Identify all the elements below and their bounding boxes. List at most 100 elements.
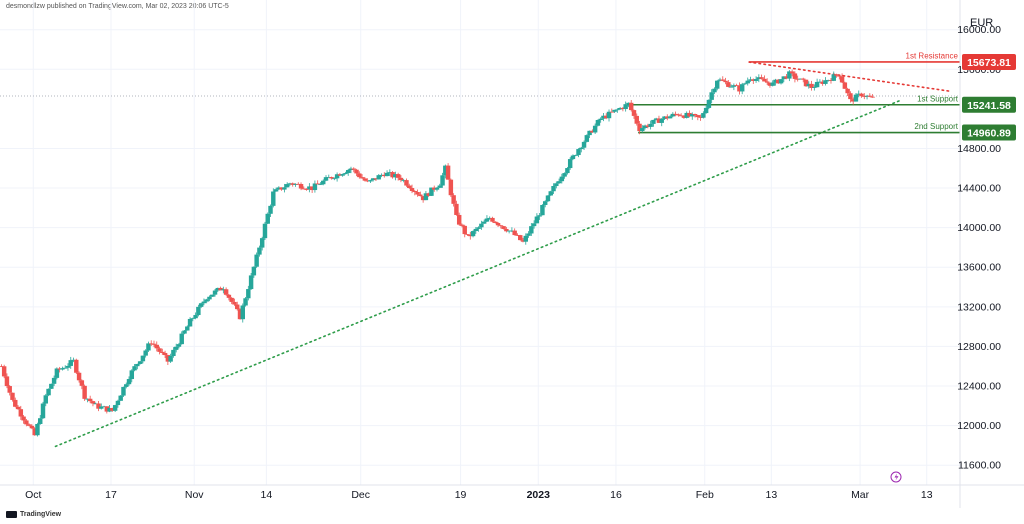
candle [850, 97, 856, 105]
candle [784, 74, 789, 80]
candle [556, 178, 562, 184]
candle [162, 350, 168, 358]
y-tick-label: 13200.00 [957, 301, 1001, 313]
candle [118, 395, 123, 401]
candle [609, 108, 615, 113]
support-trendline[interactable] [54, 100, 900, 448]
candle [393, 171, 398, 181]
candle [809, 80, 814, 91]
candle [642, 124, 648, 130]
candle [43, 393, 48, 407]
candle [812, 84, 817, 91]
candle [848, 91, 853, 103]
candle [229, 297, 234, 305]
lightning-icon[interactable] [890, 471, 902, 483]
candle [870, 94, 875, 98]
candle [509, 227, 515, 233]
candle [340, 173, 345, 177]
candle [423, 191, 429, 201]
candle [789, 69, 795, 77]
candle [670, 112, 676, 118]
candle [137, 361, 143, 365]
candle [776, 78, 781, 84]
candle [479, 220, 484, 230]
candle [720, 76, 725, 82]
candle [26, 423, 32, 427]
candle [104, 406, 110, 414]
candle [473, 226, 479, 234]
x-tick-label: Dec [351, 489, 370, 501]
candle [87, 395, 93, 404]
candle [357, 171, 362, 179]
candle [126, 376, 132, 386]
candle [454, 200, 459, 216]
candle [379, 173, 384, 178]
candle [601, 112, 606, 122]
candle [853, 93, 859, 102]
candle [584, 134, 590, 143]
candle [604, 113, 609, 120]
candle [653, 117, 659, 121]
candle [173, 343, 179, 353]
candle [640, 125, 645, 133]
candle [490, 216, 495, 223]
candle [268, 204, 273, 217]
candle [692, 113, 698, 118]
candle [534, 213, 540, 224]
candle [132, 363, 137, 372]
candle [337, 173, 343, 176]
candle [290, 182, 295, 187]
candle [817, 79, 823, 83]
trendlines [0, 61, 960, 448]
candle [321, 179, 326, 186]
candle [21, 414, 26, 424]
candle [651, 119, 656, 127]
candle [65, 363, 71, 371]
candle [801, 77, 806, 83]
candle [523, 233, 528, 245]
y-tick-label: 14400.00 [957, 183, 1001, 195]
resistance-trendline[interactable] [748, 61, 950, 92]
tradingview-logo-icon [6, 511, 17, 518]
candle [690, 112, 695, 120]
candle [612, 109, 617, 113]
candle [518, 234, 523, 241]
candle [115, 399, 121, 408]
candle [429, 187, 434, 196]
candle [62, 365, 68, 369]
candle [717, 77, 723, 82]
candle [237, 308, 243, 320]
candle [681, 115, 687, 119]
candle [623, 101, 628, 112]
y-tick-label: 12000.00 [957, 420, 1001, 432]
candle [434, 186, 440, 192]
candle [384, 170, 390, 177]
candle [606, 109, 612, 122]
candle [687, 110, 692, 118]
footer-brand[interactable]: TradingView [6, 511, 61, 518]
candle [1, 364, 7, 379]
1st-resistance-price-text: 15673.81 [967, 57, 1011, 69]
candle [343, 171, 348, 175]
candle [831, 71, 836, 82]
candle [576, 148, 581, 158]
candle [334, 172, 340, 182]
candle [792, 71, 798, 83]
candle [373, 178, 379, 182]
candle [859, 92, 864, 98]
candle [548, 190, 553, 196]
y-tick-label: 13600.00 [957, 262, 1001, 274]
candle [731, 83, 737, 91]
candle [246, 285, 251, 301]
candle [570, 154, 576, 161]
candle [745, 77, 750, 86]
candle [678, 113, 684, 117]
candle [432, 185, 437, 192]
candle [329, 176, 334, 180]
candle [542, 200, 548, 208]
candle [143, 349, 148, 358]
candle [842, 81, 848, 89]
candle [468, 232, 473, 240]
candle [32, 427, 37, 436]
